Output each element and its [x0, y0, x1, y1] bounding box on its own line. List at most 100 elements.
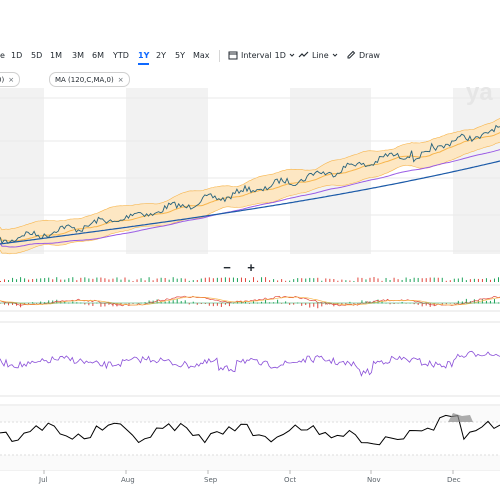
range-1y[interactable]: 1Y: [138, 51, 150, 65]
range-1m[interactable]: 1M: [50, 51, 62, 60]
volume-bar: [429, 277, 431, 282]
x-axis-label: Aug: [121, 476, 135, 484]
price-lines: [0, 124, 500, 248]
chip-label: 0): [0, 75, 5, 84]
envelope-fill: [0, 118, 500, 254]
interval-label: Interval: [241, 50, 272, 60]
volume-bar: [253, 277, 255, 282]
macd-histogram-bar: [188, 303, 190, 305]
volume-bar: [184, 278, 186, 282]
volume-bar: [116, 277, 118, 282]
macd-histogram-bar: [413, 303, 415, 305]
volume-bar: [329, 278, 331, 282]
range-6m[interactable]: 6M: [92, 51, 104, 60]
x-axis-label: Nov: [367, 476, 381, 484]
range-max[interactable]: Max: [193, 51, 210, 60]
volume-bar: [289, 280, 291, 282]
x-axis-label: Dec: [447, 476, 461, 484]
volume-bar: [120, 279, 122, 282]
volume-bar: [164, 277, 166, 282]
range-5y[interactable]: 5Y: [175, 51, 185, 60]
rsi-panel: [0, 321, 500, 397]
range-1d[interactable]: 1D: [11, 51, 23, 60]
macd-histogram-bar: [160, 301, 162, 304]
macd-histogram-bar: [441, 303, 443, 305]
volume-bar: [341, 279, 343, 282]
macd-histogram-bar: [393, 303, 395, 305]
macd-histogram-bar: [329, 303, 331, 305]
macd-histogram-bar: [285, 301, 287, 304]
macd-histogram-bar: [148, 300, 150, 304]
range-2y[interactable]: 2Y: [156, 51, 166, 60]
range-5d[interactable]: 5D: [31, 51, 43, 60]
volume-bar: [389, 280, 391, 282]
volume-bar: [285, 280, 287, 282]
macd-histogram-bar: [112, 303, 114, 307]
interval-selector[interactable]: Interval 1D: [228, 50, 295, 60]
pencil-icon: [347, 50, 356, 59]
range-ytd[interactable]: YTD: [113, 51, 129, 60]
volume-bar: [497, 277, 499, 282]
close-icon[interactable]: ×: [8, 75, 15, 84]
volume-bar: [192, 280, 194, 282]
volume-bar: [204, 277, 206, 282]
macd-histogram-bar: [309, 303, 311, 308]
draw-button[interactable]: Draw: [346, 50, 380, 60]
macd-histogram-bar: [321, 303, 323, 307]
macd-histogram-bar: [228, 303, 230, 307]
volume-bar: [461, 277, 463, 282]
volume-bar: [349, 280, 351, 282]
interval-value: 1D: [274, 50, 286, 60]
macd-histogram-bar: [172, 300, 174, 304]
volume-bar: [293, 279, 295, 282]
macd-histogram-bar: [465, 298, 467, 304]
volume-bar: [88, 278, 90, 282]
volume-bar: [212, 278, 214, 282]
macd-histogram-bar: [72, 301, 74, 304]
overbought-fill: [448, 413, 473, 422]
close-icon[interactable]: ×: [117, 75, 124, 84]
macd-histogram-bar: [417, 303, 419, 305]
stock-chart[interactable]: ya: [0, 66, 500, 500]
zoom-out-button[interactable]: −: [218, 259, 236, 275]
overbought-zone: [0, 406, 500, 422]
range-3m[interactable]: 3M: [72, 51, 84, 60]
macd-histogram-bar: [449, 303, 451, 304]
macd-histogram-bar: [156, 299, 158, 304]
zoom-in-button[interactable]: +: [242, 259, 260, 275]
macd-histogram-bar: [493, 299, 495, 304]
macd-histogram-bar: [373, 300, 375, 304]
volume-bar: [136, 279, 138, 282]
macd-histogram-bar: [184, 300, 186, 304]
volume-bar: [140, 278, 142, 282]
chart-toolbar: e 1D 5D 1M 3M 6M YTD 1Y 2Y 5Y Max Interv…: [0, 44, 500, 70]
macd-histogram-bar: [281, 303, 283, 304]
volume-bar: [12, 277, 14, 282]
volume-bar: [361, 277, 363, 282]
macd-histogram-bar: [289, 303, 291, 305]
month-stripe: [126, 88, 208, 254]
chart-type-selector[interactable]: Line: [298, 50, 338, 60]
macd-histogram-bar: [100, 303, 102, 307]
volume-bar: [265, 277, 267, 282]
volume-bar: [357, 277, 359, 282]
macd-histogram-bar: [236, 301, 238, 304]
volume-bar: [469, 279, 471, 282]
macd-histogram-bar: [301, 303, 303, 306]
volume-bar: [445, 280, 447, 282]
line-chart-icon: [298, 51, 309, 58]
envelope-upper-line: [0, 117, 500, 231]
macd-histogram-bar: [204, 303, 206, 304]
macd-histogram-bar: [196, 303, 198, 305]
macd-histogram-bar: [261, 301, 263, 304]
macd-histogram-bar: [176, 299, 178, 304]
macd-histogram-bar: [425, 303, 427, 306]
macd-histogram-bar: [164, 301, 166, 304]
macd-histogram-bar: [481, 299, 483, 304]
volume-bar: [281, 279, 283, 282]
macd-histogram-bar: [48, 300, 50, 304]
volume-bar: [413, 277, 415, 282]
volume-bar: [409, 279, 411, 282]
volume-bar: [385, 277, 387, 282]
volume-bar: [64, 279, 66, 282]
